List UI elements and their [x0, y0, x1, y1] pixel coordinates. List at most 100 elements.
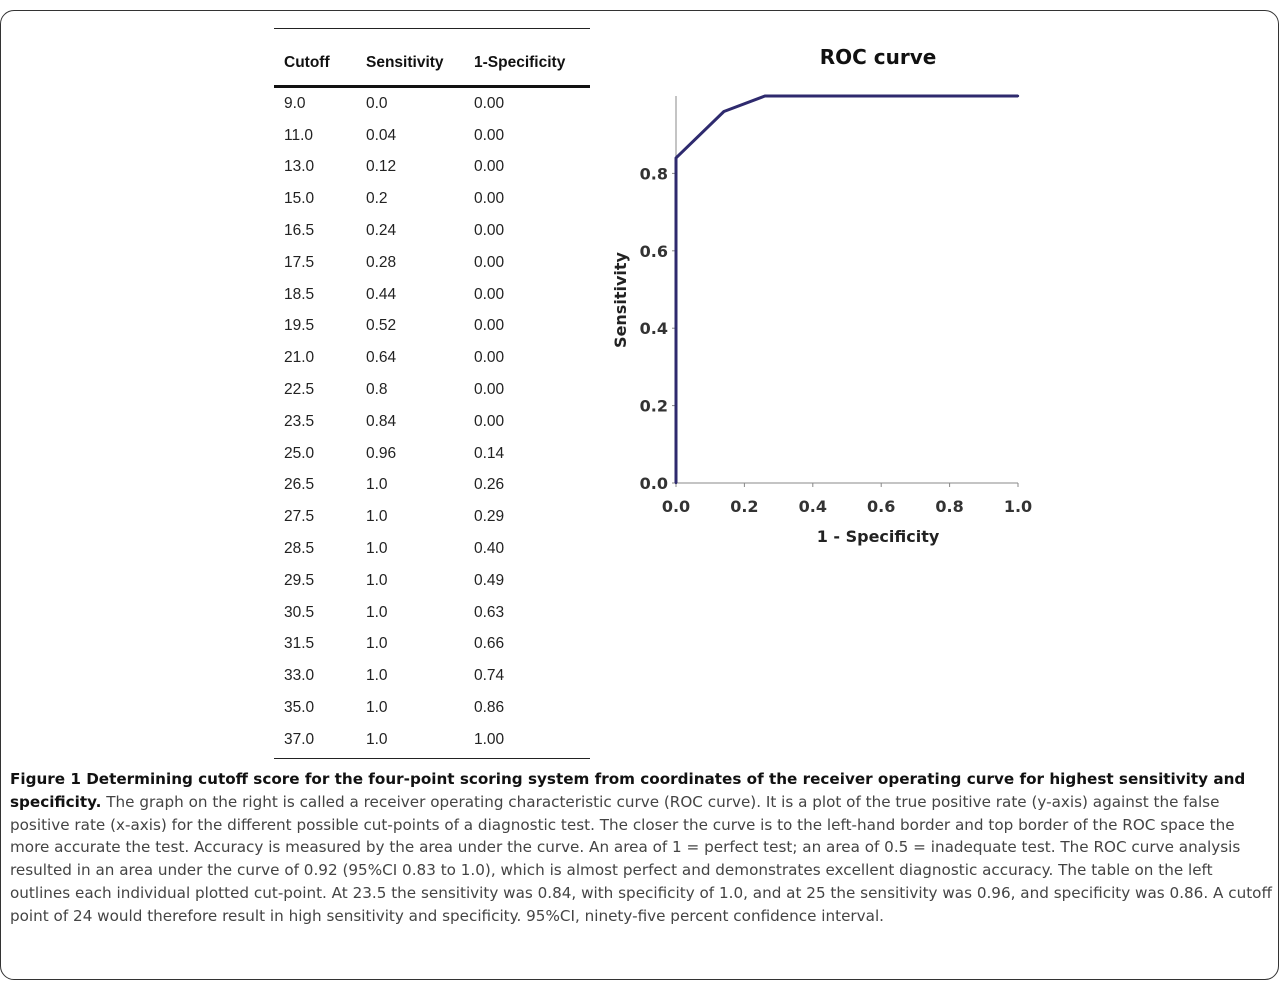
cell-1-specificity: 0.00: [474, 349, 505, 367]
cell-cutoff: 18.5: [284, 285, 315, 303]
table-header-rule: [274, 85, 590, 88]
y-tick-label: 0.0: [640, 474, 668, 493]
cell-1-specificity: 0.49: [474, 571, 505, 589]
table-row: 21.0 0.64 0.00: [274, 342, 590, 374]
cell-cutoff: 17.5: [284, 253, 315, 271]
roc-curve-point: [674, 466, 678, 469]
cell-1-specificity: 0.00: [474, 94, 505, 112]
table-row: 31.5 1.0 0.66: [274, 629, 590, 661]
cell-1-specificity: 0.14: [474, 444, 505, 462]
cell-cutoff: 13.0: [284, 158, 315, 176]
cell-1-specificity: 0.00: [474, 190, 505, 208]
table-row: 30.5 1.0 0.63: [274, 597, 590, 629]
x-tick-label: 0.0: [662, 497, 690, 516]
roc-curve-point: [674, 156, 678, 160]
cell-cutoff: 15.0: [284, 190, 315, 208]
cell-1-specificity: 0.00: [474, 381, 505, 399]
table-row: 25.0 0.96 0.14: [274, 438, 590, 470]
roc-curve-point: [890, 94, 893, 98]
cell-sensitivity: 0.12: [366, 158, 397, 176]
x-axis-label: 1 - Specificity: [817, 527, 940, 546]
cell-sensitivity: 0.8: [366, 381, 388, 399]
cell-cutoff: 26.5: [284, 476, 315, 494]
header-sensitivity: Sensitivity: [366, 54, 444, 71]
cell-sensitivity: 1.0: [366, 699, 388, 717]
cell-1-specificity: 0.00: [474, 285, 505, 303]
table-row: 9.0 0.0 0.00: [274, 88, 590, 120]
cell-sensitivity: 0.24: [366, 222, 397, 240]
roc-curve-point: [842, 94, 845, 98]
table-row: 16.5 0.24 0.00: [274, 215, 590, 247]
x-tick-label: 0.2: [730, 497, 758, 516]
cell-1-specificity: 0.00: [474, 126, 505, 144]
x-tick-label: 1.0: [1004, 497, 1032, 516]
roc-curve-point: [674, 234, 678, 237]
cell-cutoff: 30.5: [284, 603, 315, 621]
table-row: 28.5 1.0 0.40: [274, 533, 590, 565]
y-tick-label: 0.8: [640, 164, 668, 183]
table-top-rule: [274, 28, 590, 29]
cell-1-specificity: 0.86: [474, 699, 505, 717]
table-bottom-rule: [274, 757, 590, 759]
cell-1-specificity: 0.29: [474, 508, 505, 526]
table-row: 11.0 0.04 0.00: [274, 120, 590, 152]
x-tick-label: 0.4: [799, 497, 827, 516]
cell-cutoff: 23.5: [284, 412, 315, 430]
roc-curve-point: [900, 94, 903, 98]
roc-chart: ROC curve 0.0 0.2 0.4 0.6 0.8 1.0 0.0 0.2 0.4 0.6…: [600, 36, 1060, 566]
header-cutoff: Cutoff: [284, 54, 330, 71]
cell-cutoff: 33.0: [284, 667, 315, 685]
cell-cutoff: 19.5: [284, 317, 315, 335]
cell-cutoff: 29.5: [284, 571, 315, 589]
cell-sensitivity: 1.0: [366, 476, 388, 494]
cell-cutoff: 31.5: [284, 635, 315, 653]
cutoff-table: Cutoff Sensitivity 1-Specificity 9.0 0.0 0…: [274, 28, 590, 759]
roc-curve-point: [674, 311, 678, 314]
cell-cutoff: 11.0: [284, 126, 314, 144]
cell-sensitivity: 1.0: [366, 540, 388, 558]
cell-1-specificity: 0.00: [474, 253, 505, 271]
cell-sensitivity: 0.2: [366, 190, 388, 208]
table-row: 37.0 1.0 1.00: [274, 724, 590, 756]
cell-sensitivity: 1.0: [366, 730, 388, 748]
cell-sensitivity: 1.0: [366, 508, 388, 526]
table-row: 29.5 1.0 0.49: [274, 565, 590, 597]
roc-curve-point: [927, 94, 931, 98]
table-body: 9.0 0.0 0.00 11.0 0.04 0.00 13.0 0.12 0.00 15.0 0.…: [274, 88, 590, 756]
cell-sensitivity: 0.28: [366, 253, 397, 271]
cell-sensitivity: 0.52: [366, 317, 397, 335]
cell-sensitivity: 0.44: [366, 285, 397, 303]
table-row: 13.0 0.12 0.00: [274, 152, 590, 184]
cell-sensitivity: 0.04: [366, 126, 397, 144]
roc-curve-point: [674, 435, 678, 438]
y-tick-label: 0.6: [640, 242, 668, 261]
table-header: Cutoff Sensitivity 1-Specificity: [274, 29, 590, 85]
table-row: 33.0 1.0 0.74: [274, 660, 590, 692]
cell-1-specificity: 0.00: [474, 412, 505, 430]
cell-sensitivity: 0.96: [366, 444, 397, 462]
roc-curve-point: [674, 280, 678, 283]
caption-body: The graph on the right is called a recei…: [10, 792, 1272, 925]
cell-sensitivity: 1.0: [366, 667, 388, 685]
y-tick-label: 0.2: [640, 397, 668, 416]
cell-1-specificity: 0.26: [474, 476, 505, 494]
roc-chart-svg: ROC curve 0.0 0.2 0.4 0.6 0.8 1.0 0.0 0.2 0.4 0.6…: [611, 45, 1032, 546]
roc-curve-point: [674, 172, 678, 175]
roc-curve-point: [674, 373, 678, 376]
roc-curve-point: [722, 110, 726, 113]
cell-cutoff: 37.0: [284, 730, 315, 748]
cell-sensitivity: 0.0: [366, 94, 388, 112]
table-row: 22.5 0.8 0.00: [274, 374, 590, 406]
cell-1-specificity: 0.00: [474, 158, 505, 176]
cell-sensitivity: 0.64: [366, 349, 397, 367]
table-row: 27.5 1.0 0.29: [274, 501, 590, 533]
figure-caption: Figure 1 Determining cutoff score for th…: [10, 768, 1272, 928]
roc-curve-point: [968, 94, 972, 98]
roc-curve-line: [674, 94, 1018, 483]
y-tick-label: 0.4: [640, 319, 668, 338]
roc-curve-point: [1016, 94, 1020, 98]
cell-sensitivity: 1.0: [366, 603, 388, 621]
cell-cutoff: 16.5: [284, 222, 315, 240]
cell-1-specificity: 1.00: [474, 730, 505, 748]
cell-cutoff: 27.5: [284, 508, 315, 526]
